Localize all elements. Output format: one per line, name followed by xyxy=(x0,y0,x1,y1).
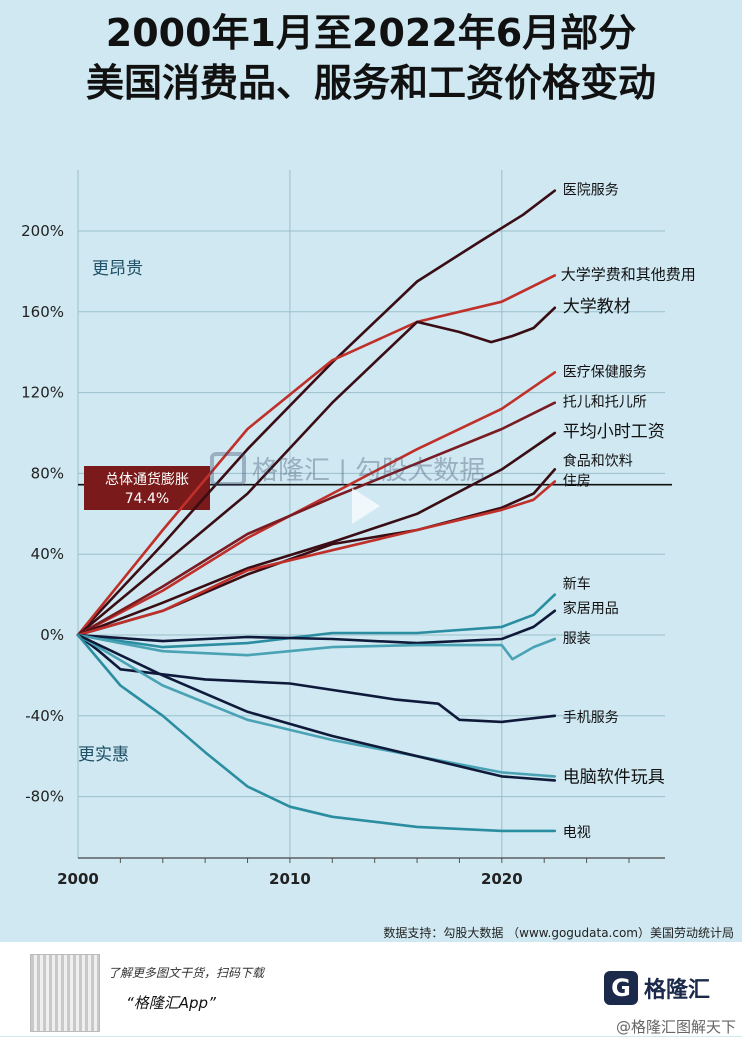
y-tick-label: -80% xyxy=(25,788,64,806)
y-tick-label: 0% xyxy=(40,626,64,644)
series-label: 住房 xyxy=(563,473,591,489)
title-line-1: 2000年1月至2022年6月部分 xyxy=(105,11,637,55)
reference-label-box xyxy=(84,466,210,510)
reference-value-label: 74.4% xyxy=(125,491,169,507)
annotation-more-affordable: 更实惠 xyxy=(78,745,129,765)
y-tick-label: 160% xyxy=(21,303,64,321)
series-line xyxy=(76,431,557,637)
series-label: 新车 xyxy=(563,576,591,593)
series-label: 平均小时工资 xyxy=(563,422,665,442)
brand-name: 格隆汇 xyxy=(644,978,711,1003)
series-label: 家居用品 xyxy=(563,600,619,617)
x-tick-label: 2020 xyxy=(481,870,523,888)
y-tick-label: 80% xyxy=(31,464,64,482)
series-label: 医疗保健服务 xyxy=(563,364,647,380)
series-label: 大学学费和其他费用 xyxy=(561,265,696,283)
annotation-more-expensive: 更昂贵 xyxy=(92,259,143,279)
series-label: 托儿和托儿所 xyxy=(563,395,647,411)
x-tick-label: 2010 xyxy=(269,870,311,888)
series-line xyxy=(76,371,557,637)
series-label: 电脑软件玩具 xyxy=(563,767,665,787)
series-line xyxy=(76,609,557,645)
play-icon[interactable] xyxy=(352,488,380,524)
series-label: 大学教材 xyxy=(563,297,631,317)
y-tick-label: 120% xyxy=(21,384,64,402)
series-line xyxy=(76,633,557,778)
x-tick-label: 2000 xyxy=(57,870,99,888)
qr-code-icon[interactable] xyxy=(30,954,100,1032)
brand-logo-icon: G xyxy=(604,971,638,1005)
title-line-2: 美国消费品、服务和工资价格变动 xyxy=(85,61,656,105)
series-lines xyxy=(76,189,557,833)
series-label: 食品和饮料 xyxy=(563,452,633,469)
source-text: 数据支持：勾股大数据 （www.gogudata.com）美国劳动统计局 xyxy=(383,926,734,940)
footer: 了解更多图文干货，扫码下载 “格隆汇App” G 格隆汇 @格隆汇图解天下 xyxy=(0,942,742,1036)
line-chart: 200% 160% 120% 80% 40% 0% -40% -80% 2000 2010 2020… xyxy=(21,170,696,888)
series-line xyxy=(76,189,557,637)
series-label: 医院服务 xyxy=(563,183,619,199)
series-line xyxy=(76,633,557,661)
weibo-handle: @格隆汇图解天下 xyxy=(615,1018,736,1036)
grid-lines xyxy=(77,170,665,858)
series-label: 电视 xyxy=(563,825,591,841)
series-labels: 医院服务大学学费和其他费用大学教材医疗保健服务托儿和托儿所平均小时工资食品和饮料… xyxy=(561,183,696,841)
series-line xyxy=(76,633,557,724)
series-line xyxy=(76,633,557,833)
promo-text: 了解更多图文干货，扫码下载 xyxy=(108,966,265,980)
series-line xyxy=(76,401,557,637)
app-name: “格隆汇App” xyxy=(126,994,216,1012)
y-tick-label: -40% xyxy=(25,707,64,725)
brand-logo: G 格隆汇 xyxy=(604,966,710,1010)
series-line xyxy=(76,306,557,637)
y-tick-label: 40% xyxy=(31,545,64,563)
chart-title: 2000年1月至2022年6月部分 美国消费品、服务和工资价格变动 xyxy=(0,8,742,108)
series-line xyxy=(76,593,557,649)
series-label: 服装 xyxy=(563,631,591,647)
overall-inflation-reference: 总体通货膨胀 74.4% xyxy=(78,466,672,510)
series-line xyxy=(76,480,557,637)
series-label: 手机服务 xyxy=(563,710,619,726)
series-line xyxy=(76,633,557,782)
reference-label: 总体通货膨胀 xyxy=(105,471,189,488)
y-tick-label: 200% xyxy=(21,222,64,240)
axes: 200% 160% 120% 80% 40% 0% -40% -80% 2000 2010 2020 xyxy=(21,222,665,888)
series-line xyxy=(76,274,557,637)
